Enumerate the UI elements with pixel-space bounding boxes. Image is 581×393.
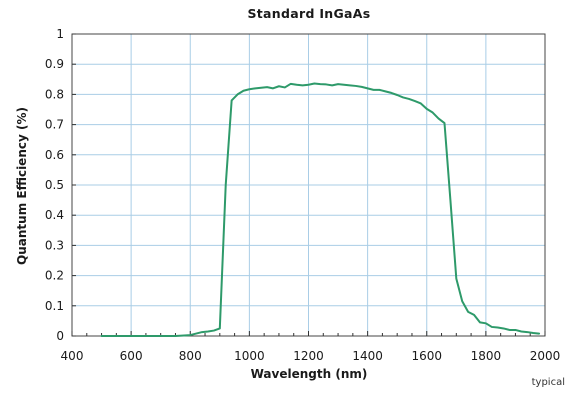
x-tick-label: 2000 [530,349,561,363]
y-tick-label: 0.2 [45,269,64,283]
y-tick-labels: 0 0.1 0.2 0.3 0.4 0.5 0.6 0.7 0.8 0.9 1 [45,27,64,343]
x-tick-label: 1200 [293,349,324,363]
y-tick-label: 0 [56,329,64,343]
y-axis-title: Quantum Efficiency (%) [15,107,29,265]
y-tick-label: 0.6 [45,148,64,162]
x-tick-labels: 400 600 800 1000 1200 1400 1600 1800 2000 [61,349,561,363]
y-tick-label: 0.5 [45,178,64,192]
y-tick-label: 0.3 [45,238,64,252]
typical-note: typical [532,377,565,388]
x-tick-label: 600 [120,349,143,363]
y-tick-label: 0.9 [45,57,64,71]
y-tick-label: 0.4 [45,208,64,222]
y-tick-label: 1 [56,27,64,41]
x-tick-label: 1400 [352,349,383,363]
series-layer [100,82,541,337]
y-tick-label: 0.8 [45,87,64,101]
x-axis-title: Wavelength (nm) [251,367,368,381]
qe-series-line [100,82,541,337]
chart-title: Standard InGaAs [247,6,370,21]
x-tick-label: 1800 [471,349,502,363]
grid [72,34,545,336]
x-tick-label: 1000 [234,349,265,363]
y-tick-label: 0.7 [45,118,64,132]
y-tick-label: 0.1 [45,299,64,313]
x-tick-label: 800 [179,349,202,363]
x-tick-label: 1600 [411,349,442,363]
x-tick-label: 400 [61,349,84,363]
